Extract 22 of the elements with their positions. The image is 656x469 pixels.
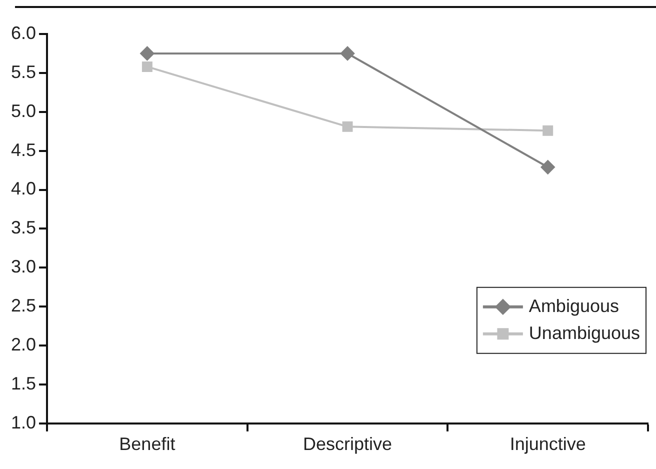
y-tick-label: 6.0 (10, 22, 36, 43)
y-tick-label: 3.0 (10, 256, 36, 277)
legend-label: Unambiguous (528, 322, 640, 343)
point (540, 160, 555, 174)
y-tick-label: 3.5 (10, 218, 36, 238)
y-tick-label: 5.5 (10, 62, 36, 82)
point (140, 46, 154, 60)
y-tick-label: 4.0 (10, 178, 36, 199)
x-tick-label: Benefit (119, 434, 176, 454)
y-tick-label: 2.5 (10, 296, 36, 316)
legend-label: Ambiguous (528, 296, 619, 316)
y-tick-label: 2.0 (10, 334, 36, 354)
point (340, 46, 355, 60)
x-tick-label: Descriptive (302, 434, 392, 454)
y-tick-label: 1.5 (10, 373, 36, 394)
y-tick-label: 1.0 (10, 412, 36, 432)
point (342, 121, 353, 132)
point (542, 125, 554, 136)
y-tick-label: 4.5 (10, 140, 36, 160)
point (142, 61, 152, 72)
y-tick-label: 5.0 (10, 100, 36, 121)
x-tick-label: Injunctive (510, 434, 586, 454)
